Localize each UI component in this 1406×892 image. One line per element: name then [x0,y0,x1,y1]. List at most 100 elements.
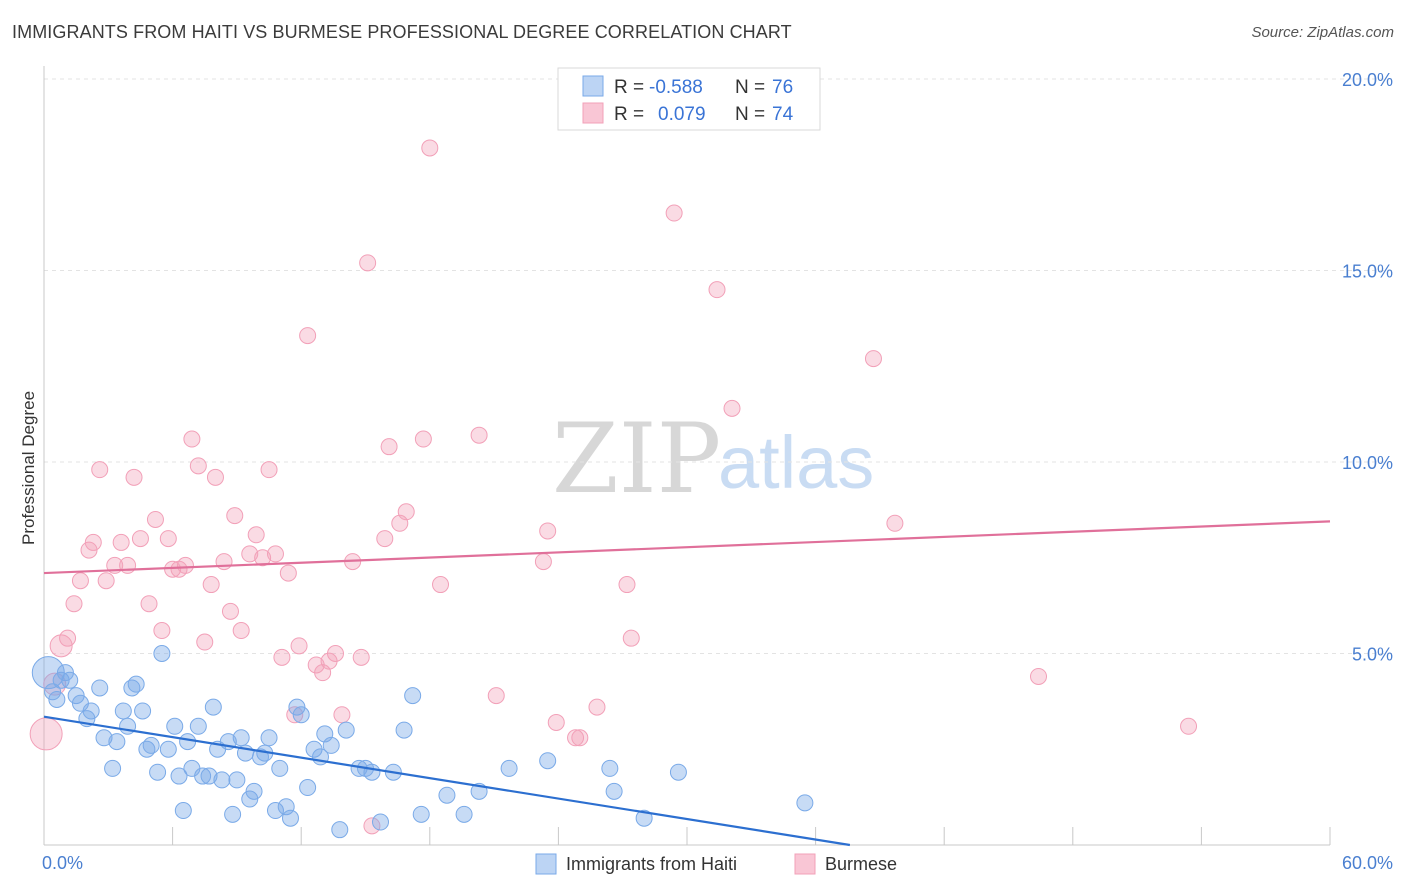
y-tick-label-0: 5.0% [1352,645,1393,665]
burmese-point-4 [65,595,83,613]
haiti-point-32 [204,698,222,716]
burmese-point-5 [71,572,89,590]
haiti-point-74 [669,763,687,781]
burmese-point-31 [241,545,259,563]
burmese-point-69 [723,399,741,417]
haiti-point-56 [331,821,349,839]
x-tick-label-0: 0.0% [42,853,83,873]
burmese-point-67 [665,204,683,222]
legend-n-value-haiti: 76 [772,77,793,98]
haiti-point-17 [127,675,145,693]
haiti-point-46 [271,759,289,777]
haiti-points [31,645,814,839]
burmese-point-14 [131,530,149,548]
burmese-point-25 [202,576,220,594]
burmese-point-66 [622,629,640,647]
haiti-point-18 [134,702,152,720]
trend-lines [43,520,1331,847]
haiti-point-37 [228,771,246,789]
haiti-point-44 [260,729,278,747]
burmese-point-29 [226,507,244,525]
haiti-point-47 [277,798,295,816]
haiti-point-72 [605,782,623,800]
haiti-point-22 [153,645,171,662]
burmese-point-0 [29,717,63,751]
legend-r-value-haiti: -0.588 [649,77,703,98]
haiti-point-14 [114,702,132,720]
haiti-point-5 [61,671,79,689]
burmese-point-36 [273,648,291,666]
burmese-point-13 [125,468,143,486]
y-tick-label-2: 15.0% [1342,262,1393,282]
gridlines [44,78,1395,654]
legend-r-value-burmese: 0.079 [658,104,706,125]
haiti-point-23 [159,740,177,758]
haiti-point-57 [337,721,355,739]
haiti-point-65 [412,805,430,823]
burmese-point-62 [567,729,585,747]
burmese-point-53 [397,503,415,521]
tick-labels: 5.0% 10.0% 15.0% 20.0% 0.0% 60.0% [42,70,1393,873]
burmese-point-34 [260,461,278,479]
haiti-point-6 [67,687,85,705]
burmese-point-2 [49,634,73,658]
y-tick-label-3: 20.0% [1342,70,1393,90]
burmese-point-35 [266,545,284,563]
haiti-point-61 [372,813,390,831]
burmese-point-21 [176,556,194,574]
chart-title: IMMIGRANTS FROM HAITI VS BURMESE PROFESS… [12,22,792,42]
burmese-point-44 [326,645,344,662]
haiti-point-25 [170,767,188,785]
source-label: Source: ZipAtlas.com [1251,24,1394,41]
watermark-zip: ZIP [552,403,721,515]
burmese-point-51 [380,438,398,456]
burmese-point-27 [215,553,233,571]
haiti-point-24 [166,717,184,735]
burmese-point-8 [91,461,109,479]
burmese-point-48 [359,254,377,272]
burmese-point-11 [112,533,130,551]
burmese-point-9 [97,572,115,590]
burmese-point-15 [140,595,158,613]
burmese-point-37 [279,564,297,582]
burmese-point-65 [618,576,636,594]
burmese-point-47 [352,648,370,666]
haiti-point-34 [213,771,231,789]
haiti-point-10 [91,679,109,697]
burmese-point-40 [299,327,317,345]
haiti-point-29 [189,717,207,735]
haiti-point-67 [455,805,473,823]
correlation-legend: R = -0.588 N = 76 R = 0.079 N = 74 [557,67,821,131]
legend-swatch-burmese [582,102,604,124]
burmese-point-33 [254,549,272,567]
haiti-trend-line [43,715,851,847]
burmese-point-60 [539,522,557,540]
haiti-point-40 [241,790,259,808]
haiti-point-3 [52,671,70,689]
legend-r-label-haiti: R = [614,77,644,98]
burmese-point-30 [232,622,250,640]
legend-n-label-haiti: N = [735,77,765,98]
series-legend: Immigrants from Haiti Burmese [535,853,897,875]
burmese-point-61 [547,713,565,731]
burmese-trend-line [43,520,1331,575]
burmese-point-59 [534,553,552,571]
haiti-point-1 [44,683,62,701]
haiti-point-73 [635,809,653,827]
haiti-point-2 [48,690,66,708]
burmese-point-24 [196,633,214,651]
haiti-point-66 [438,786,456,804]
legend-n-label-burmese: N = [735,104,765,125]
haiti-point-69 [500,759,518,777]
haiti-point-41 [245,782,263,800]
burmese-point-26 [206,468,224,486]
haiti-point-70 [539,752,557,770]
burmese-point-55 [421,139,439,157]
haiti-point-60 [363,763,381,781]
haiti-point-27 [179,733,197,751]
burmese-point-73 [1180,717,1198,735]
burmese-point-54 [414,430,432,448]
burmese-point-18 [159,530,177,548]
bottom-legend-burmese: Burmese [825,854,897,874]
haiti-point-12 [104,759,122,777]
